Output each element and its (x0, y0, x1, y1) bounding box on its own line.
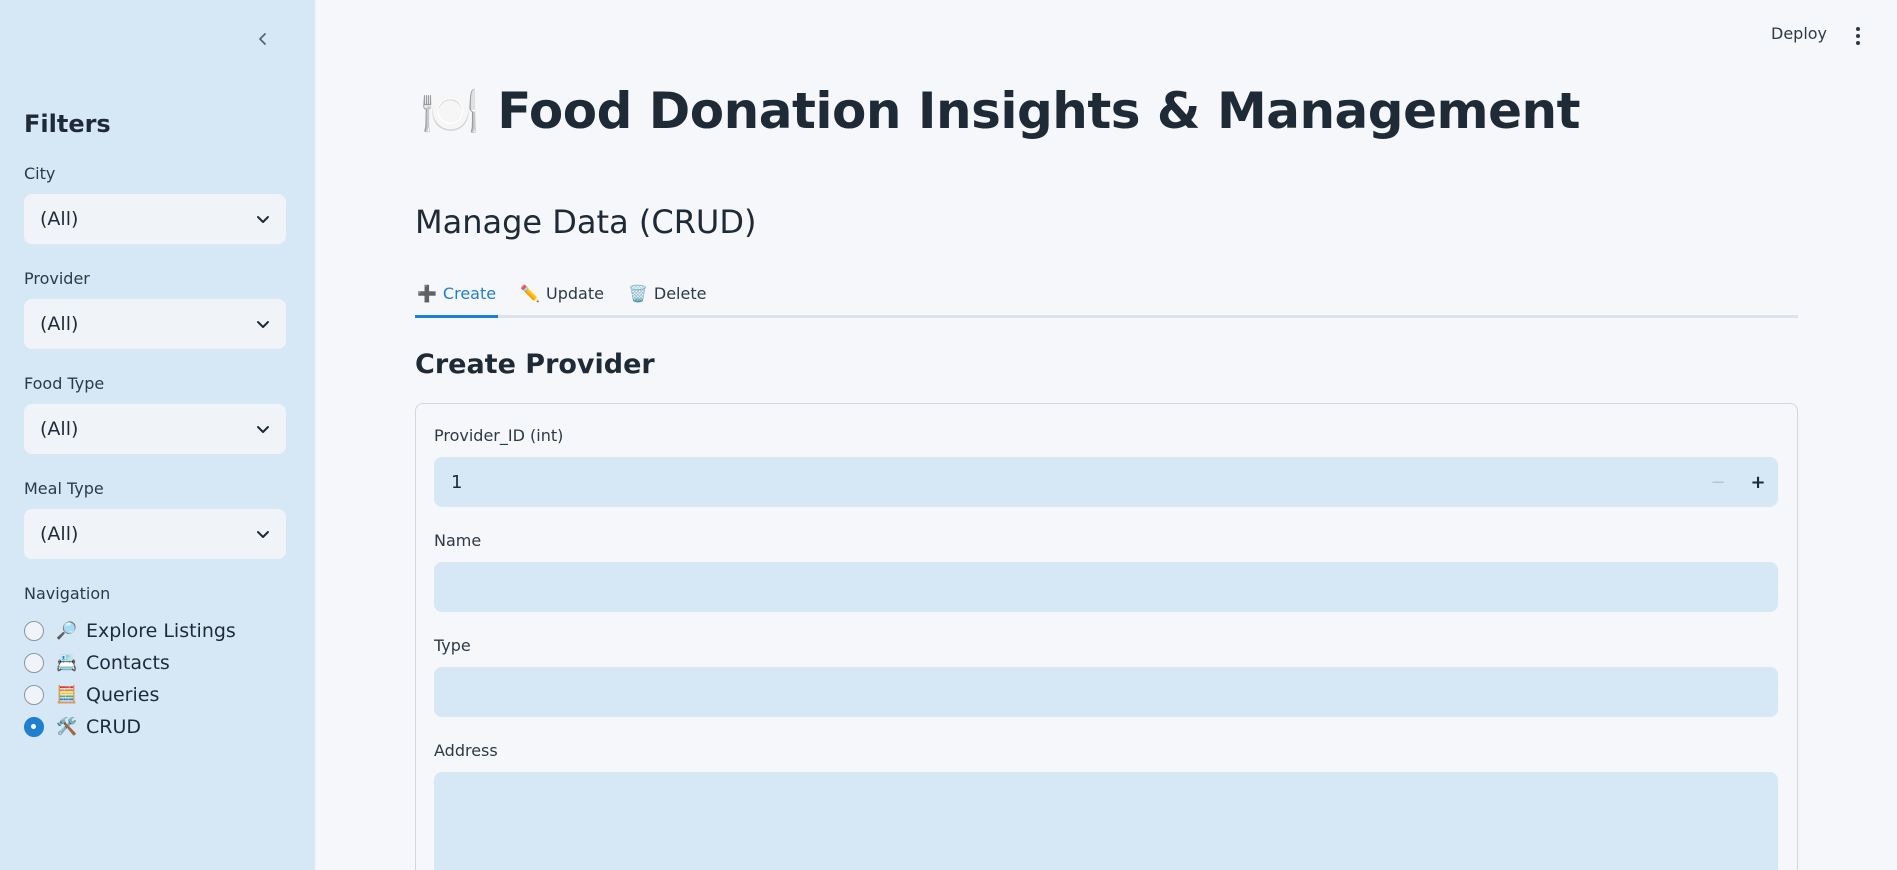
form-title: Create Provider (415, 349, 655, 380)
city-select-value: (All) (40, 208, 79, 230)
tab-update[interactable]: ✏️ Update (518, 272, 606, 315)
provider-id-label: Provider_ID (int) (434, 426, 564, 445)
sidebar: Filters City (All) Provider (All) Food T… (0, 0, 315, 870)
radio-button[interactable] (24, 653, 44, 673)
food-type-filter-label: Food Type (24, 374, 105, 393)
quantity-stepper: − + (1698, 457, 1778, 507)
deploy-button[interactable]: Deploy (1771, 24, 1828, 43)
tab-label: Delete (653, 284, 707, 303)
kebab-dot-icon (1856, 27, 1860, 31)
chevron-down-icon (257, 321, 269, 328)
address-label: Address (434, 741, 498, 760)
increment-button[interactable]: + (1750, 471, 1766, 493)
name-label: Name (434, 531, 482, 550)
food-type-select-value: (All) (40, 418, 79, 440)
plus-icon: ➕ (417, 284, 437, 303)
tab-delete[interactable]: 🗑️ Delete (626, 272, 709, 315)
city-filter-label: City (24, 164, 56, 183)
nav-item-label: CRUD (86, 716, 142, 738)
nav-item-crud[interactable]: 🛠️ CRUD (24, 714, 141, 740)
radio-button[interactable] (24, 621, 44, 641)
crud-tabs: ➕ Create ✏️ Update 🗑️ Delete (415, 272, 1798, 318)
meal-type-select[interactable]: (All) (24, 509, 286, 559)
provider-select[interactable]: (All) (24, 299, 286, 349)
meal-type-filter-label: Meal Type (24, 479, 104, 498)
sidebar-title: Filters (24, 110, 111, 138)
nav-item-label: Contacts (86, 652, 170, 674)
meal-type-select-value: (All) (40, 523, 79, 545)
city-select[interactable]: (All) (24, 194, 286, 244)
chevron-down-icon (257, 216, 269, 223)
provider-filter-label: Provider (24, 269, 90, 288)
chevron-down-icon (257, 531, 269, 538)
collapse-sidebar-button[interactable] (250, 26, 276, 52)
name-input[interactable] (434, 562, 1778, 612)
provider-select-value: (All) (40, 313, 79, 335)
main-menu-button[interactable] (1846, 24, 1870, 48)
food-type-select[interactable]: (All) (24, 404, 286, 454)
chevron-left-icon (259, 33, 266, 45)
chevron-down-icon (257, 426, 269, 433)
tools-icon: 🛠️ (56, 717, 78, 737)
type-label: Type (434, 636, 471, 655)
nav-item-queries[interactable]: 🧮 Queries (24, 682, 159, 708)
address-textarea[interactable] (434, 772, 1778, 870)
page-title-text: Food Donation Insights & Management (497, 82, 1580, 140)
nav-item-label: Explore Listings (86, 620, 236, 642)
provider-id-value: 1 (451, 471, 463, 493)
nav-item-label: Queries (86, 684, 160, 706)
radio-button-selected[interactable] (24, 717, 44, 737)
pencil-icon: ✏️ (520, 284, 541, 303)
tab-label: Update (546, 284, 604, 303)
decrement-button[interactable]: − (1710, 471, 1726, 493)
nav-item-explore-listings[interactable]: 🔎 Explore Listings (24, 618, 236, 644)
magnifier-icon: 🔎 (56, 621, 78, 641)
wastebasket-icon: 🗑️ (627, 284, 648, 303)
tab-label: Create (442, 284, 497, 303)
abacus-icon: 🧮 (56, 685, 78, 705)
radio-button[interactable] (24, 685, 44, 705)
kebab-dot-icon (1856, 41, 1860, 45)
page-title: 🍽️ Food Donation Insights & Management (420, 82, 1580, 140)
create-provider-form (415, 403, 1798, 870)
type-input[interactable] (434, 667, 1778, 717)
card-index-icon: 📇 (56, 653, 78, 673)
nav-item-contacts[interactable]: 📇 Contacts (24, 650, 170, 676)
tab-create[interactable]: ➕ Create (415, 272, 499, 318)
plate-cutlery-icon: 🍽️ (420, 83, 480, 140)
section-title: Manage Data (CRUD) (415, 203, 757, 241)
navigation-label: Navigation (24, 584, 111, 603)
provider-id-input[interactable]: 1 − + (434, 457, 1778, 507)
kebab-dot-icon (1856, 34, 1860, 38)
